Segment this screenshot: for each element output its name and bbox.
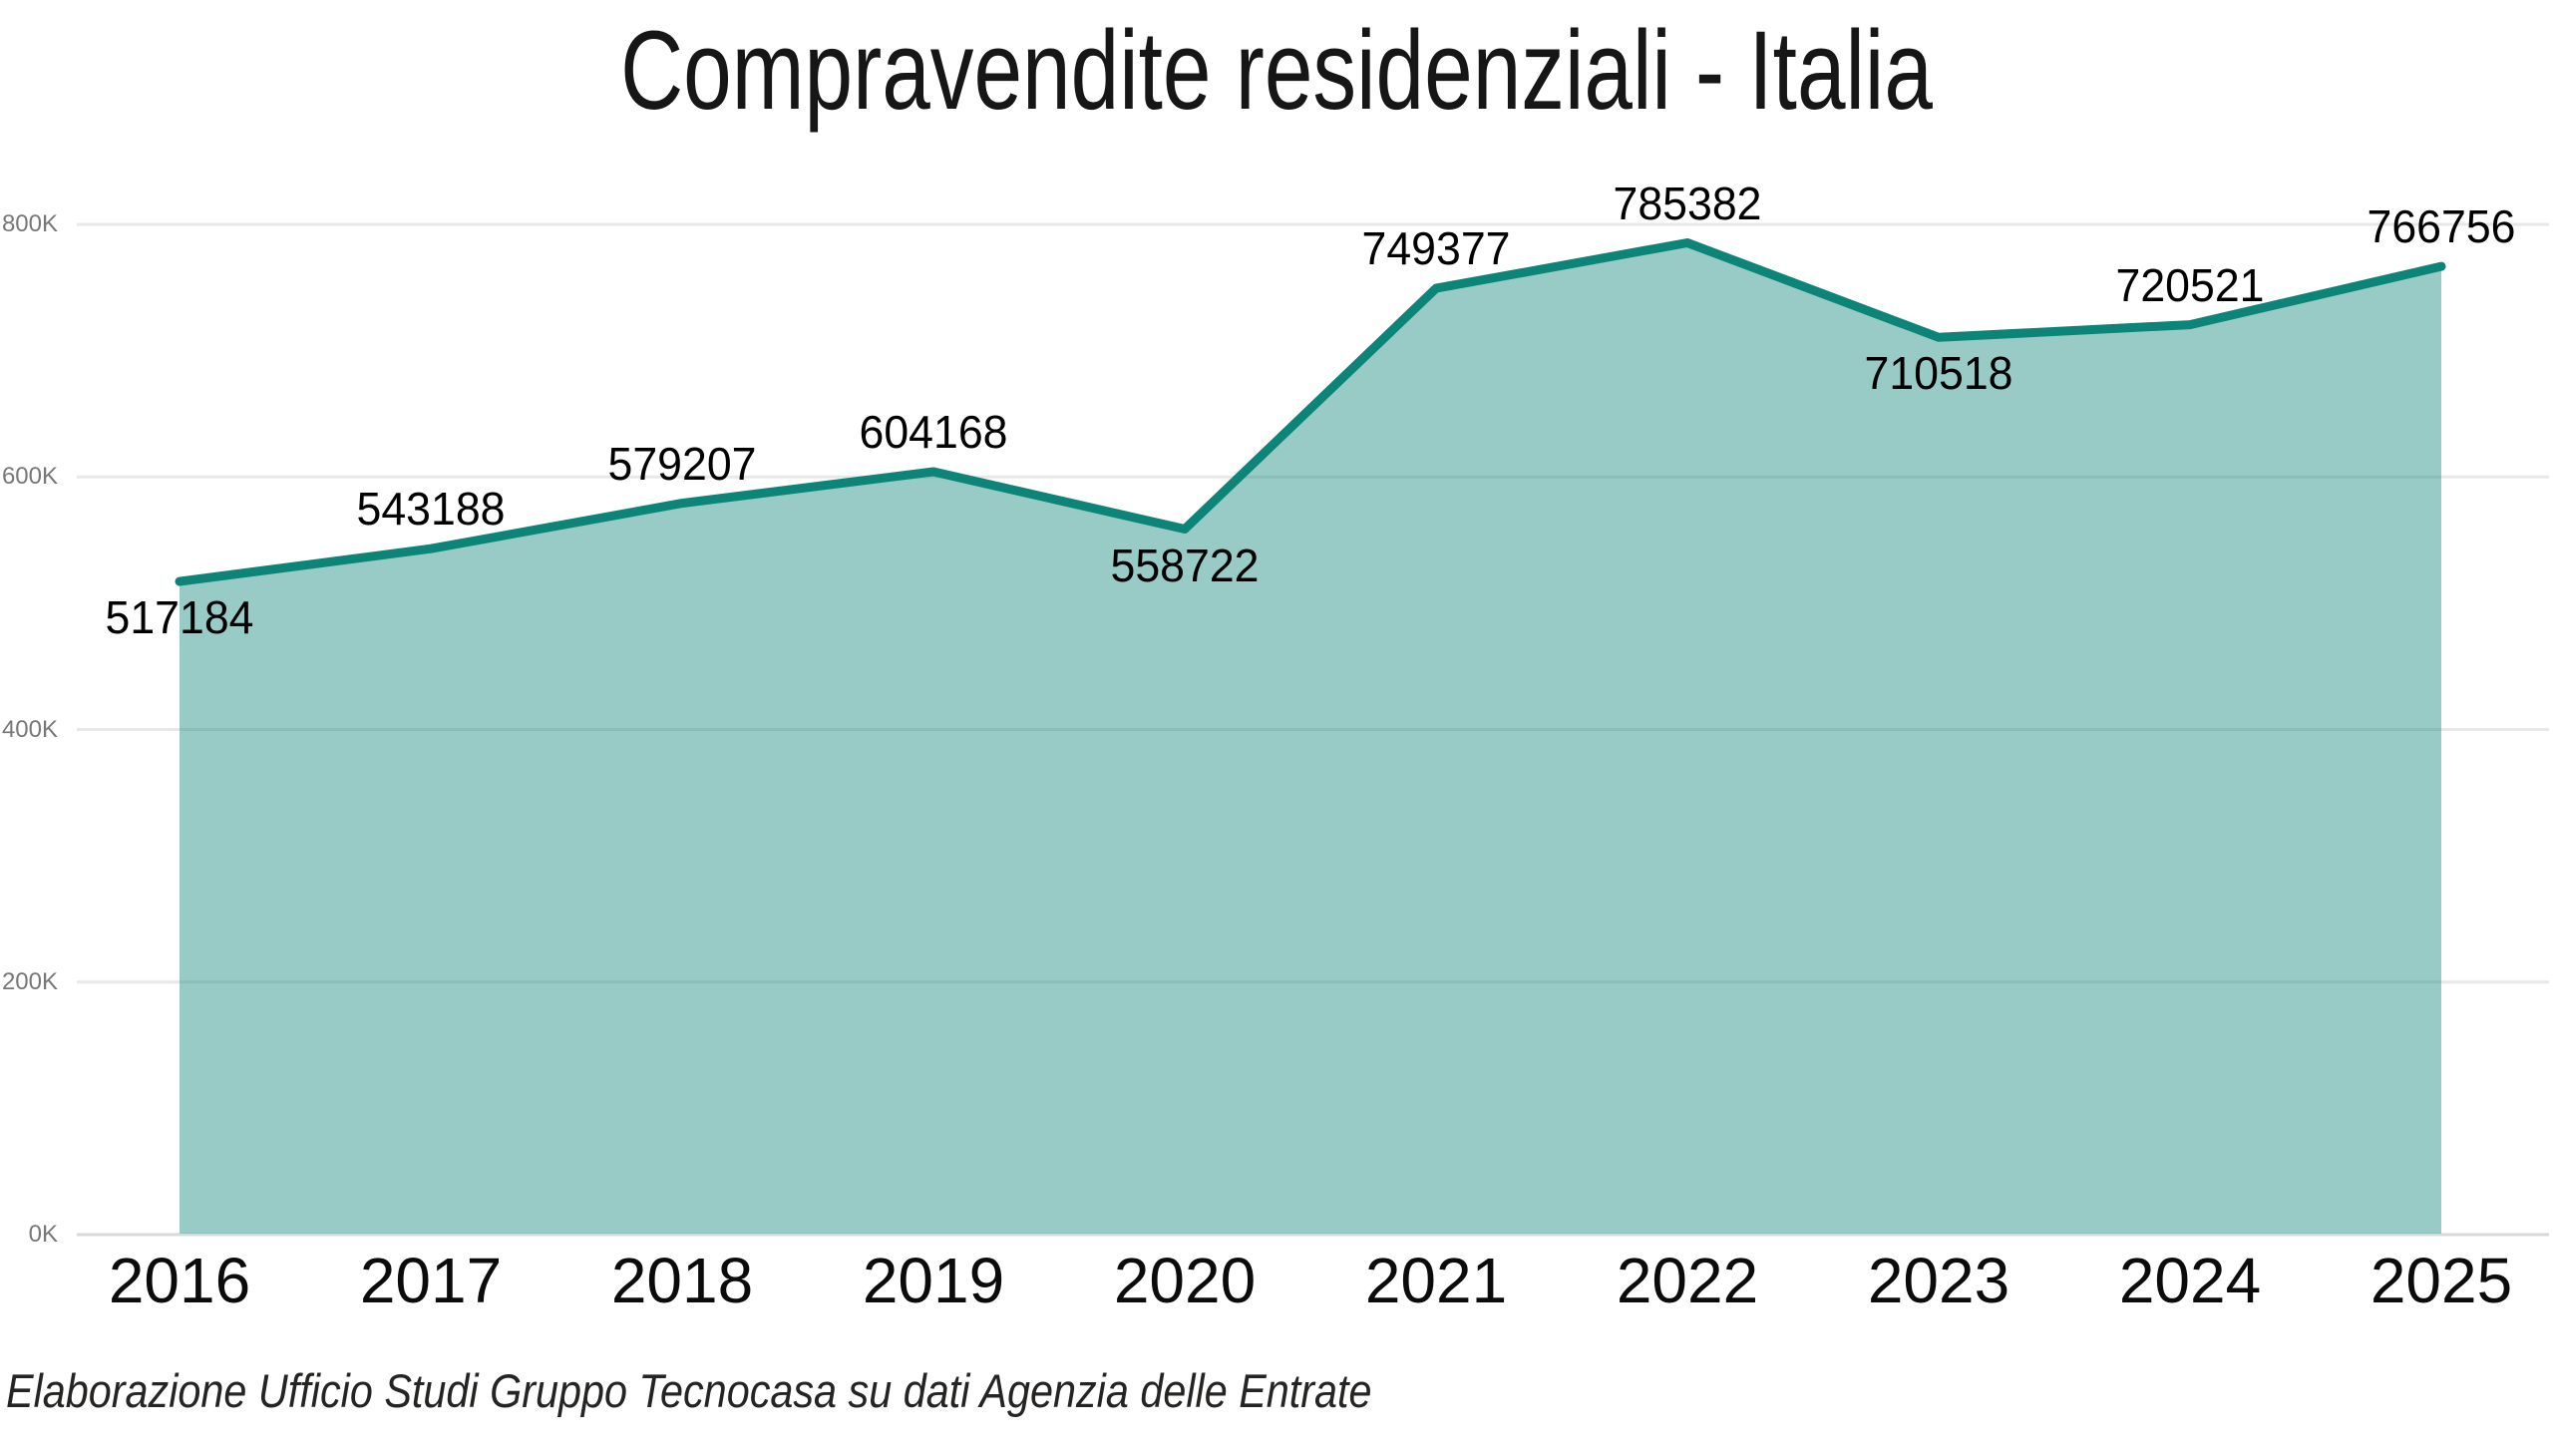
x-axis-label: 2019 xyxy=(862,1245,1005,1316)
y-axis-label: 600K xyxy=(1,463,58,491)
data-label: 604168 xyxy=(859,405,1008,458)
x-axis-label: 2018 xyxy=(610,1245,754,1316)
area-fill xyxy=(180,242,2441,1234)
x-axis-label: 2017 xyxy=(359,1245,503,1316)
data-label: 579207 xyxy=(607,437,757,490)
data-label: 766756 xyxy=(2367,200,2516,253)
data-label: 710518 xyxy=(1864,347,2013,400)
y-axis-label: 200K xyxy=(1,967,58,995)
y-axis-label: 400K xyxy=(1,715,58,743)
x-axis-label: 2023 xyxy=(1867,1245,2010,1316)
data-label: 785382 xyxy=(1613,177,1762,229)
y-axis-label: 800K xyxy=(1,210,58,237)
x-axis-label: 2024 xyxy=(2118,1245,2262,1316)
x-axis-label: 2025 xyxy=(2370,1245,2513,1316)
data-label: 720521 xyxy=(2115,258,2265,311)
y-axis-label: 0K xyxy=(28,1221,58,1248)
x-axis-label: 2022 xyxy=(1616,1245,1759,1316)
chart-title: Compravendite residenziali - Italia xyxy=(620,8,1933,133)
x-axis-label: 2016 xyxy=(108,1245,251,1316)
data-label: 543188 xyxy=(356,483,506,536)
source-caption: Elaborazione Ufficio Studi Gruppo Tecnoc… xyxy=(6,1364,1372,1417)
data-label: 517184 xyxy=(105,591,254,644)
x-axis-label: 2021 xyxy=(1364,1245,1508,1316)
x-axis-label: 2020 xyxy=(1113,1245,1257,1316)
area-line xyxy=(175,238,2446,586)
data-label: 558722 xyxy=(1110,539,1260,591)
data-label: 749377 xyxy=(1361,222,1511,275)
